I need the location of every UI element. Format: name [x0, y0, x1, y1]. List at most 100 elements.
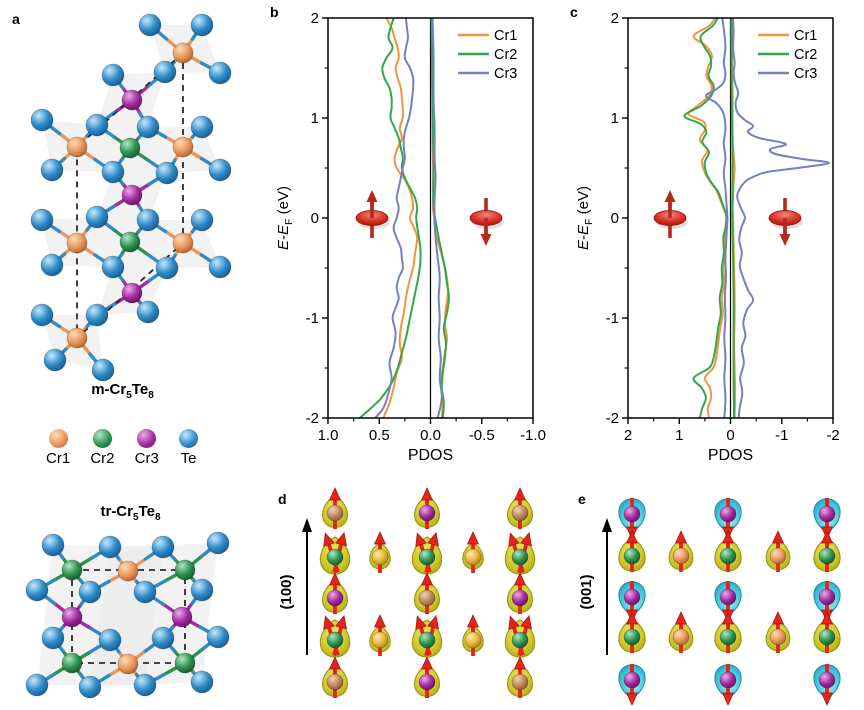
- legend-label-cr1: Cr1: [794, 28, 817, 44]
- moment-arrow-head: [415, 532, 427, 547]
- m-title-te: Te: [131, 381, 149, 398]
- d-site-cr2: [411, 531, 443, 575]
- y-tick-label: 0: [611, 210, 619, 227]
- legend-label-cr2: Cr2: [494, 47, 517, 63]
- legend-label-te: Te: [180, 450, 197, 467]
- m-te-atom: [208, 158, 232, 182]
- moment-arrow-head: [771, 530, 785, 544]
- m-te-atom: [136, 208, 160, 232]
- d-site-gold: [462, 531, 484, 573]
- d-site-gold: [369, 531, 391, 573]
- m-te-atom: [43, 348, 67, 372]
- cr3-atom: [623, 588, 641, 606]
- spin-arrow-head: [779, 234, 791, 246]
- m-te-atom: [208, 255, 232, 279]
- e-site-cr1: [668, 611, 694, 653]
- moment-arrow-head: [420, 572, 434, 586]
- e-site-cr3: [618, 664, 646, 706]
- moment-arrow-head: [427, 531, 439, 547]
- y-tick-label: 0: [311, 210, 319, 227]
- cr1-atom: [769, 547, 787, 565]
- e-site-cr1: [765, 611, 791, 653]
- m-te-atom: [155, 161, 179, 185]
- moment-arrow-head: [420, 656, 434, 670]
- cr3-atom: [719, 671, 737, 689]
- moment-arrow-head: [508, 615, 520, 630]
- moment-arrow-head: [373, 531, 387, 545]
- x-tick-label: 0: [726, 427, 734, 444]
- cr3-atom: [818, 505, 836, 523]
- tr-te-atom: [98, 535, 122, 559]
- moment-arrow-head: [420, 487, 434, 501]
- tr-te-atom: [190, 578, 214, 602]
- d-site-gold: [462, 614, 484, 656]
- legend-label-cr2: Cr2: [90, 450, 115, 467]
- cr3-atom: [623, 671, 641, 689]
- m-te-atom: [136, 115, 160, 139]
- moment-arrow-head: [466, 614, 480, 628]
- spin-down-icon: [469, 198, 504, 246]
- cr1-atom: [672, 547, 690, 565]
- moment-arrow-head: [508, 532, 520, 547]
- cr3-atom: [719, 505, 737, 523]
- cr2-atom: [719, 547, 737, 565]
- tr-cr3-atom: [171, 606, 193, 628]
- pdos-curve-cr2-up: [683, 18, 728, 418]
- moment-arrow-head: [721, 611, 735, 625]
- cr2-sphere-icon: [92, 429, 112, 448]
- tr-cr2-atom: [61, 559, 83, 581]
- crystal-structures-svg: [25, 13, 232, 699]
- moment-arrow-head: [674, 611, 688, 625]
- y-axis-label: E-EF (eV): [275, 186, 295, 250]
- gold-atom: [464, 548, 482, 566]
- m-te-atom: [30, 208, 54, 232]
- legend-label-cr1: Cr1: [494, 28, 517, 44]
- spin-density-001: (001): [578, 498, 841, 706]
- moment-arrow-head: [328, 572, 342, 586]
- e-site-cr1: [765, 530, 791, 572]
- y-tick-label: -2: [306, 410, 319, 427]
- m-title-sub8: 8: [148, 390, 154, 401]
- m-te-atom: [190, 208, 214, 232]
- cr2-atom: [326, 631, 344, 649]
- d-site-cr2: [411, 614, 443, 658]
- brown-atom: [511, 673, 529, 691]
- curves-group: [683, 18, 830, 418]
- m-cr1-atom: [172, 232, 194, 254]
- m-te-atom: [190, 13, 214, 37]
- m-te-atom: [101, 160, 125, 184]
- brown-atom: [511, 504, 529, 522]
- e-site-cr2: [618, 611, 646, 653]
- m-te-atom: [85, 303, 109, 327]
- legend-label-cr3: Cr3: [494, 66, 517, 82]
- y-tick-label: 1: [311, 110, 319, 127]
- spin-up-icon: [653, 190, 688, 238]
- pdos-chart-m: 2 1 0 -1 -21.0 0.5 0.0 -0.5 -1.0 PDOS E-EF (eV) Cr1…: [275, 10, 546, 464]
- tr-te-atom: [151, 535, 175, 559]
- legend-label-cr3: Cr3: [134, 450, 159, 467]
- tr-title-te: Te: [138, 503, 155, 520]
- brown-atom: [326, 504, 344, 522]
- pdos-curve-cr2-up: [359, 18, 422, 418]
- cr2-atom: [511, 631, 529, 649]
- tr-te-atom: [78, 580, 102, 604]
- moment-arrow-head: [520, 531, 532, 547]
- d-site-brown: [506, 487, 534, 529]
- cr3-atom: [719, 588, 737, 606]
- tr-te-atom: [25, 578, 49, 602]
- pdos-chart-tr: 2 1 0 -1 -2 2 1 0 -1 -2 PDOS E-EF (eV) Cr1 Cr2 Cr3: [575, 10, 840, 464]
- tr-cr2-atom: [174, 652, 196, 674]
- legend-item-cr2: Cr2: [90, 429, 115, 467]
- x-tick-label: 0.0: [420, 427, 441, 444]
- brown-atom: [418, 589, 436, 607]
- panel-label-d: d: [278, 491, 287, 507]
- cr3-atom: [818, 671, 836, 689]
- cr2-atom: [511, 548, 529, 566]
- m-te-atom: [40, 253, 64, 277]
- cr2-atom: [326, 548, 344, 566]
- m-cr3-atom: [121, 89, 143, 111]
- m-cr1-atom: [66, 327, 88, 349]
- m-cr1-atom: [172, 136, 194, 158]
- cr3-atom: [623, 505, 641, 523]
